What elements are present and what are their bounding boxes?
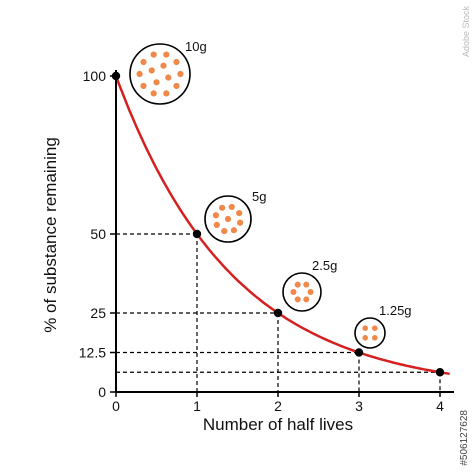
particle: [160, 62, 167, 69]
y-axis-title: % of substance remaining: [41, 137, 60, 333]
particle: [173, 82, 180, 90]
particle: [150, 51, 157, 58]
stock-watermark: Adobe Stock: [461, 6, 471, 58]
particle: [173, 58, 180, 66]
y-tick-label: 0: [98, 384, 106, 400]
y-tick-label: 25: [90, 305, 106, 321]
particle: [212, 212, 220, 219]
particle: [362, 335, 369, 341]
sample-circle: [282, 272, 322, 312]
particle: [140, 82, 147, 90]
data-point: [354, 348, 364, 357]
y-tick-label: 100: [83, 68, 107, 84]
data-point: [435, 368, 445, 377]
particle: [236, 209, 243, 217]
particle: [136, 70, 143, 78]
x-tick-label: 3: [355, 398, 363, 414]
particle: [303, 281, 310, 288]
data-point: [192, 229, 202, 239]
x-tick-label: 2: [274, 398, 282, 414]
stock-strip: Adobe Stock #506127628: [454, 0, 474, 474]
mass-label: 10g: [185, 39, 207, 54]
sample-circle: [129, 43, 191, 105]
particle: [294, 296, 301, 303]
y-tick-label: 50: [90, 226, 106, 242]
particle: [362, 325, 369, 332]
data-point: [111, 71, 121, 81]
data-point: [273, 308, 283, 318]
particle: [150, 90, 157, 97]
x-tick-label: 4: [436, 398, 444, 414]
particle: [177, 70, 184, 78]
sample-circle: [354, 317, 386, 349]
particle: [372, 335, 378, 341]
particle: [230, 227, 238, 234]
decay-curve: [114, 75, 450, 376]
particle: [165, 74, 172, 81]
particle: [236, 219, 244, 226]
axis-ticks: 0 12.5 25 50 100 0 1 2 3 4: [79, 68, 444, 414]
particle: [221, 227, 228, 235]
mass-label: 1.25g: [379, 303, 412, 318]
mass-label: 2.5g: [312, 258, 337, 273]
y-tick-label: 12.5: [79, 345, 106, 361]
particle: [294, 281, 301, 288]
particle: [224, 215, 232, 223]
particle: [303, 296, 310, 303]
particle: [228, 203, 235, 211]
particle: [140, 58, 147, 66]
particle: [372, 325, 378, 332]
stock-id: #506127628: [459, 410, 470, 466]
sample-circles: 10g 5g 2.5g 1.25g: [129, 39, 412, 349]
data-points: [111, 71, 445, 377]
particle: [213, 221, 220, 229]
x-tick-label: 1: [193, 398, 201, 414]
x-axis-title: Number of half lives: [203, 415, 353, 434]
particle: [148, 67, 155, 74]
particle: [307, 289, 314, 295]
particle: [218, 204, 226, 211]
particle: [290, 289, 297, 295]
particle: [163, 51, 170, 58]
particle: [163, 90, 170, 97]
mass-label: 5g: [252, 189, 266, 204]
x-tick-label: 0: [112, 398, 120, 414]
particle: [153, 79, 160, 86]
